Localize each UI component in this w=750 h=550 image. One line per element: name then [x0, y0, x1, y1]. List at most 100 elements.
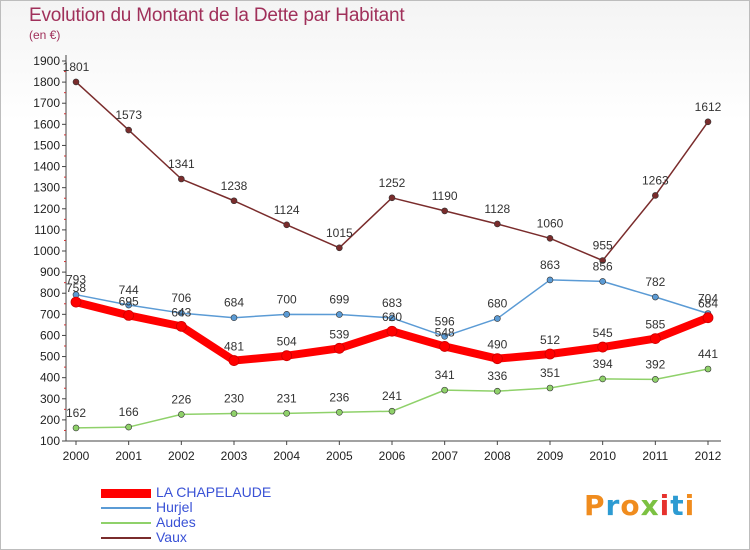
y-tick-label: 800	[40, 286, 60, 300]
y-tick-label: 700	[40, 307, 60, 321]
data-point-vaux	[336, 244, 343, 252]
data-point-vaux	[704, 118, 712, 126]
data-point-vaux	[283, 221, 290, 229]
data-point-la-chapelaude	[228, 355, 240, 366]
data-point-la-chapelaude	[649, 333, 661, 345]
y-tick-label: 300	[40, 392, 60, 406]
data-label-vaux: 1801	[63, 60, 90, 74]
data-label-hurjel: 684	[224, 296, 244, 310]
data-label-audes: 230	[224, 392, 244, 406]
y-tick-label: 900	[40, 265, 60, 279]
data-point-vaux	[652, 192, 659, 199]
y-tick-label: 1000	[33, 244, 60, 258]
data-point-vaux	[125, 126, 132, 134]
data-point-audes	[388, 407, 396, 415]
legend-label: Vaux	[156, 529, 187, 545]
data-label-vaux: 1190	[432, 189, 458, 203]
x-tick-label: 2000	[63, 449, 90, 463]
data-point-la-chapelaude	[175, 320, 187, 332]
chart-title: Evolution du Montant de la Dette par Hab…	[29, 5, 405, 26]
data-label-la-chapelaude: 545	[593, 326, 613, 340]
y-tick-label: 500	[40, 350, 60, 364]
data-point-la-chapelaude	[439, 341, 451, 352]
data-point-vaux	[72, 78, 80, 86]
y-tick-label: 100	[40, 434, 60, 448]
data-label-hurjel: 700	[277, 292, 297, 306]
data-label-la-chapelaude: 695	[119, 294, 139, 308]
data-point-hurjel	[230, 314, 238, 322]
data-point-hurjel	[125, 301, 132, 309]
y-tick-label: 1500	[33, 138, 60, 152]
data-point-vaux	[230, 197, 238, 205]
legend-label: Audes	[156, 514, 196, 530]
data-label-audes: 394	[593, 357, 613, 371]
data-label-hurjel: 683	[382, 296, 402, 310]
data-label-la-chapelaude: 548	[435, 325, 455, 339]
x-tick-label: 2005	[326, 449, 353, 463]
logo-letter: i	[684, 489, 696, 522]
data-point-hurjel	[599, 278, 606, 285]
data-label-la-chapelaude: 504	[277, 335, 297, 349]
legend-swatch	[101, 537, 151, 539]
data-point-la-chapelaude	[281, 350, 293, 362]
proxiti-logo: Proxiti	[584, 489, 695, 522]
data-point-la-chapelaude	[702, 312, 714, 324]
data-point-hurjel	[283, 311, 290, 318]
x-tick-label: 2003	[221, 449, 248, 463]
data-point-audes	[546, 384, 554, 392]
data-label-la-chapelaude: 539	[329, 327, 349, 341]
data-label-vaux: 1612	[695, 100, 722, 114]
data-label-hurjel: 782	[645, 275, 665, 289]
data-point-audes	[336, 408, 343, 416]
series-line-vaux	[75, 81, 709, 262]
y-tick-label: 1600	[33, 117, 60, 131]
logo-letter: t	[670, 489, 685, 522]
data-label-la-chapelaude: 643	[171, 305, 191, 319]
data-point-hurjel	[546, 276, 554, 284]
data-point-la-chapelaude	[544, 348, 556, 360]
data-label-audes: 341	[435, 368, 455, 382]
y-tick-label: 400	[40, 371, 60, 385]
data-label-la-chapelaude: 758	[66, 281, 86, 295]
data-point-hurjel	[494, 315, 501, 322]
logo-letter: r	[605, 489, 621, 522]
data-label-vaux: 1252	[379, 176, 406, 190]
data-point-hurjel	[336, 311, 343, 318]
data-label-audes: 226	[171, 392, 191, 406]
data-label-vaux: 1124	[274, 203, 300, 217]
data-label-la-chapelaude: 481	[224, 340, 244, 354]
data-point-audes	[283, 410, 290, 417]
data-label-hurjel: 704	[698, 291, 718, 305]
data-label-audes: 166	[119, 405, 139, 419]
data-point-vaux	[546, 235, 554, 242]
data-label-la-chapelaude: 684	[698, 297, 718, 311]
data-label-vaux: 955	[593, 239, 613, 253]
data-label-vaux: 1238	[221, 179, 248, 193]
data-label-hurjel: 744	[119, 283, 139, 297]
x-tick-label: 2001	[115, 449, 142, 463]
x-tick-label: 2008	[484, 449, 511, 463]
y-tick-label: 1300	[33, 181, 60, 195]
data-label-vaux: 1573	[115, 108, 142, 122]
data-point-la-chapelaude	[491, 353, 503, 365]
data-label-la-chapelaude: 620	[382, 310, 402, 324]
y-tick-label: 1800	[33, 75, 60, 89]
data-point-hurjel	[178, 309, 185, 317]
x-tick-label: 2007	[431, 449, 458, 463]
data-point-vaux	[178, 175, 185, 183]
data-point-hurjel	[388, 314, 396, 322]
data-point-audes	[704, 365, 712, 373]
data-label-audes: 231	[277, 391, 297, 405]
data-point-audes	[441, 386, 448, 394]
y-tick-label: 1700	[33, 96, 60, 110]
y-tick-label: 1100	[34, 223, 60, 237]
data-label-la-chapelaude: 490	[487, 338, 507, 352]
legend-swatch	[101, 507, 151, 509]
data-point-audes	[230, 410, 238, 417]
data-label-hurjel: 699	[329, 293, 349, 307]
data-label-vaux: 1060	[537, 216, 564, 230]
data-label-hurjel: 793	[66, 273, 86, 287]
y-tick-label: 1400	[33, 160, 60, 174]
data-label-hurjel: 680	[487, 297, 507, 311]
